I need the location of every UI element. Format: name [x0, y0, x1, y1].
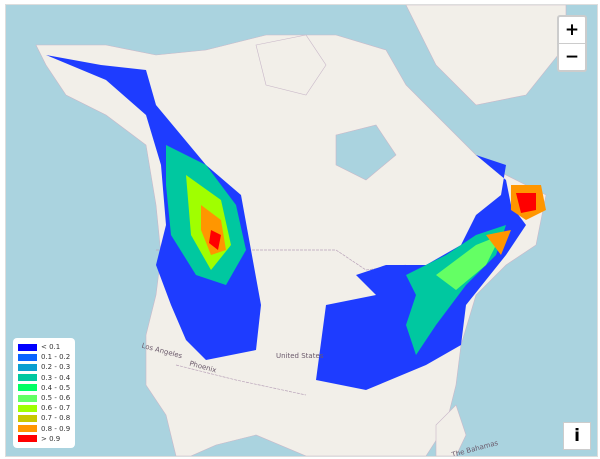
legend-swatch	[18, 353, 37, 361]
zoom-control: + −	[557, 15, 587, 72]
legend-item: 0.1 - 0.2	[18, 352, 70, 362]
legend-swatch	[18, 374, 37, 382]
legend-label: 0.1 - 0.2	[41, 353, 71, 362]
legend-label: 0.6 - 0.7	[41, 404, 71, 413]
legend-item: 0.6 - 0.7	[18, 403, 70, 413]
legend-item: 0.5 - 0.6	[18, 393, 70, 403]
zoom-out-button[interactable]: −	[559, 43, 585, 70]
legend-label: < 0.1	[41, 343, 61, 352]
legend-swatch	[18, 414, 37, 422]
legend-item: 0.7 - 0.8	[18, 413, 70, 423]
legend-swatch	[18, 394, 37, 402]
legend-item: 0.4 - 0.5	[18, 383, 70, 393]
zoom-in-button[interactable]: +	[564, 20, 580, 40]
legend-swatch	[18, 384, 37, 392]
legend-swatch	[18, 404, 37, 412]
map-canvas[interactable]	[6, 5, 597, 456]
legend-item: > 0.9	[18, 434, 70, 444]
legend-item: 0.8 - 0.9	[18, 424, 70, 434]
info-button[interactable]: i	[563, 422, 591, 450]
legend-label: 0.4 - 0.5	[41, 383, 71, 392]
distribution-overlay	[46, 55, 546, 390]
label-united-states: United States	[276, 352, 324, 360]
legend-swatch	[18, 363, 37, 371]
legend-item: < 0.1	[18, 342, 70, 352]
legend-item: 0.3 - 0.4	[18, 373, 70, 383]
legend-swatch	[18, 343, 37, 351]
legend-label: 0.2 - 0.3	[41, 363, 71, 372]
legend-label: 0.7 - 0.8	[41, 414, 71, 423]
legend-swatch	[18, 425, 37, 433]
legend-label: 0.3 - 0.4	[41, 373, 71, 382]
legend-swatch	[18, 435, 37, 443]
legend-label: > 0.9	[41, 434, 61, 443]
legend-item: 0.2 - 0.3	[18, 362, 70, 372]
legend-label: 0.8 - 0.9	[41, 424, 71, 433]
legend-label: 0.5 - 0.6	[41, 394, 71, 403]
map-frame[interactable]: Los Angeles Phoenix United States The Ba…	[5, 4, 598, 457]
legend: < 0.1 0.1 - 0.2 0.2 - 0.3 0.3 - 0.4 0.4 - 0.…	[13, 338, 76, 448]
